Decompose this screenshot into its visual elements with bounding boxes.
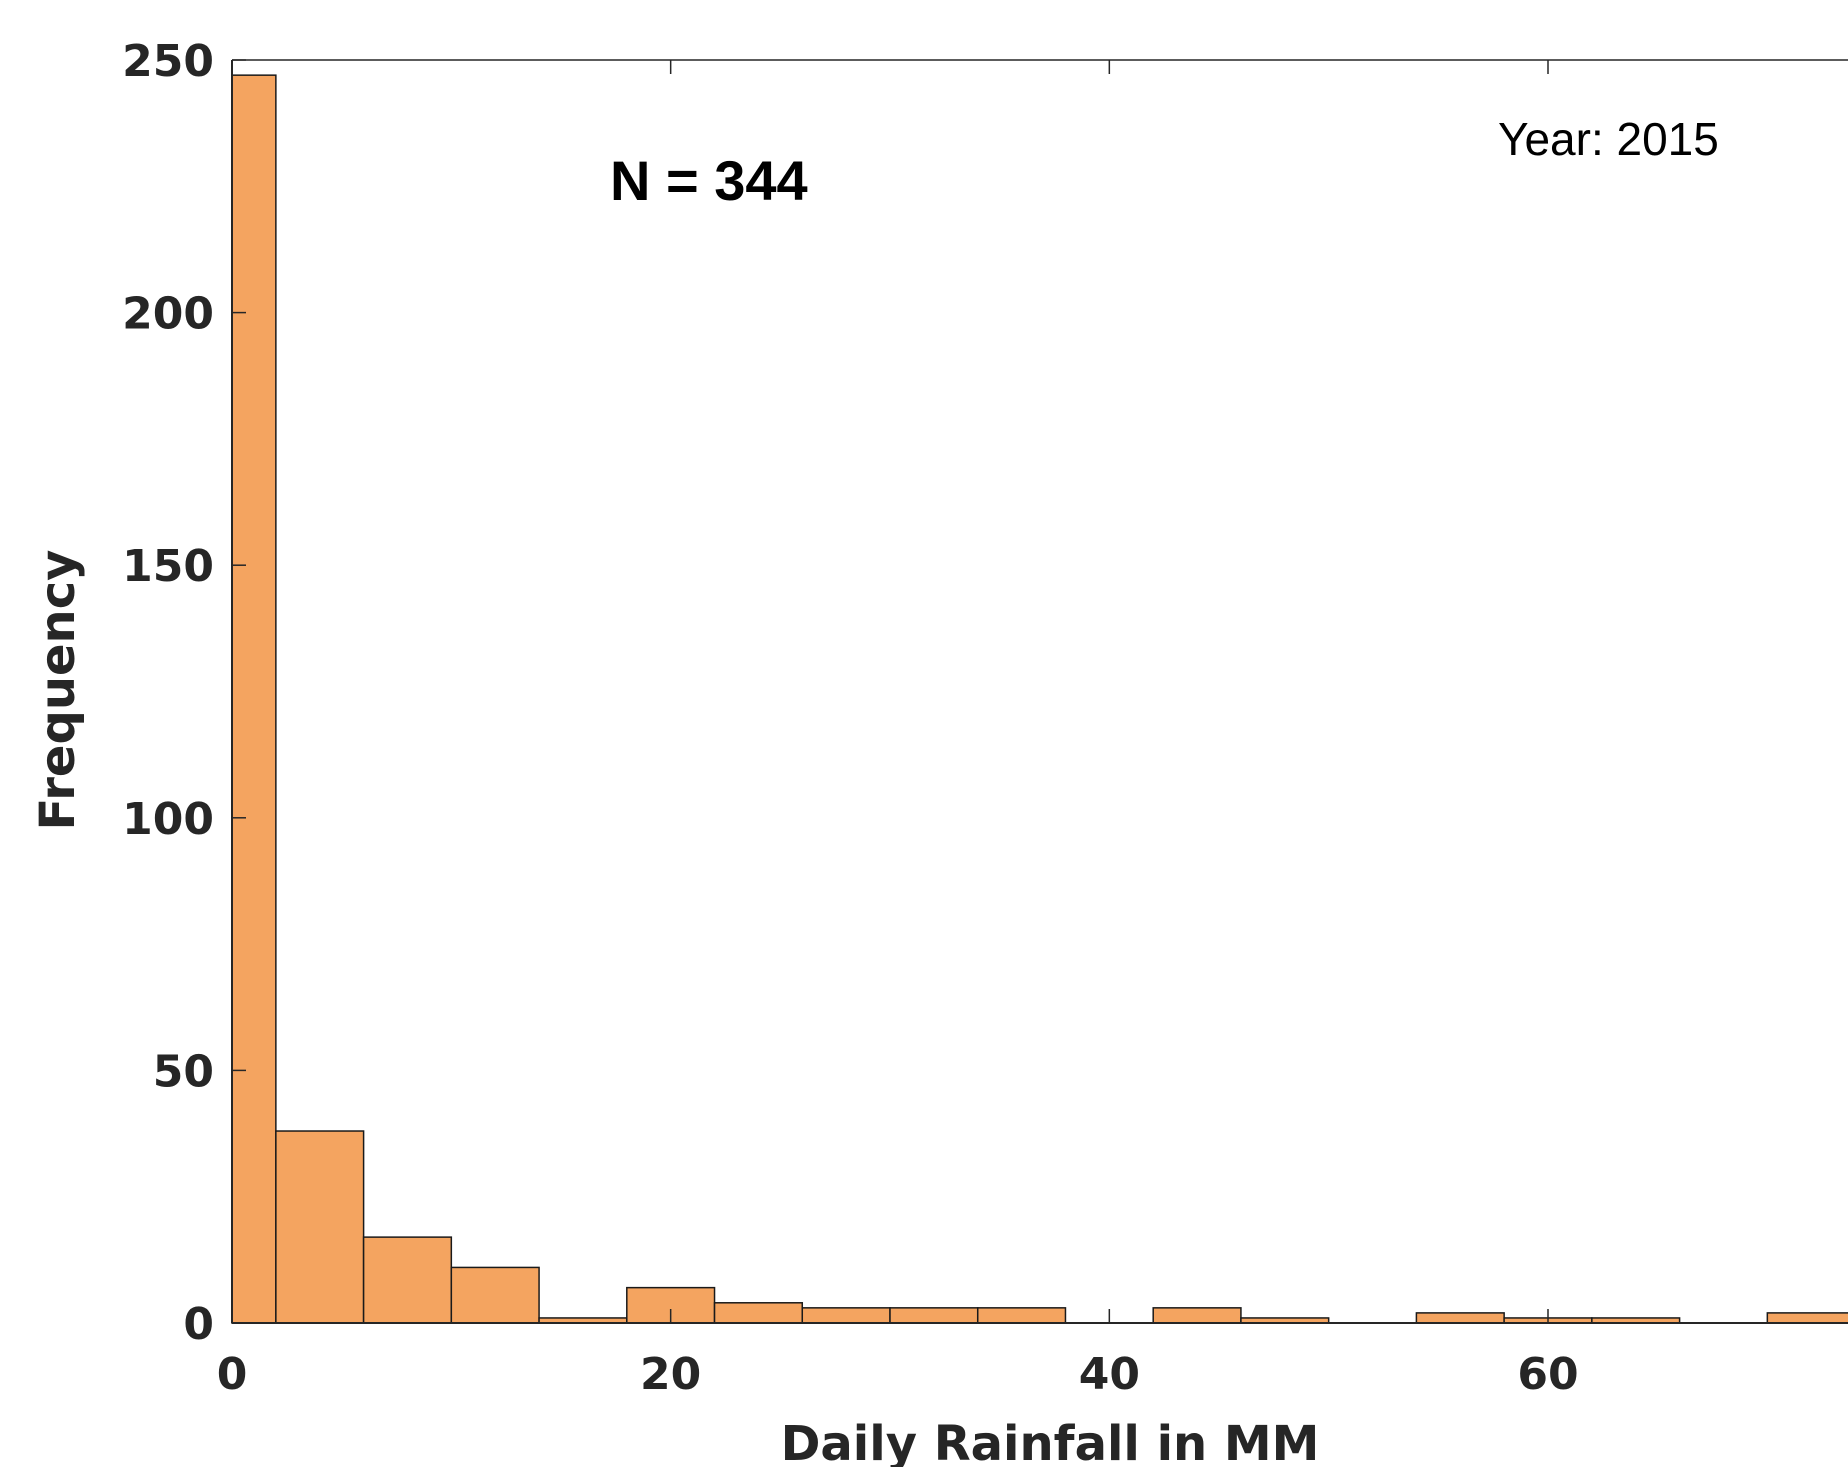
y-tick-label-250: 250	[122, 36, 214, 87]
ticks-group: 0 20 40 60 0 50 100 150 200 250	[122, 36, 1578, 1400]
histogram-bar-8	[889, 1307, 979, 1324]
y-tick-label-100: 100	[122, 794, 214, 845]
histogram-bar-3	[450, 1266, 540, 1324]
year-annotation: Year: 2015	[1498, 113, 1719, 165]
y-tick-label-0: 0	[183, 1299, 214, 1350]
x-tick-label-0: 0	[217, 1349, 248, 1400]
sample-size-annotation: N = 344	[610, 149, 808, 212]
histogram-bar-2	[362, 1236, 453, 1324]
y-axis-title: Frequency	[30, 550, 86, 831]
x-tick-label-60: 60	[1517, 1349, 1578, 1400]
histogram-bar-9	[976, 1307, 1067, 1324]
y-tick-label-150: 150	[122, 541, 214, 592]
histogram-bar-10	[1152, 1307, 1242, 1324]
histogram-bar-1	[275, 1130, 365, 1324]
y-tick-label-200: 200	[122, 289, 214, 340]
x-axis-title: Daily Rainfall in MM	[781, 1416, 1320, 1467]
histogram-bar-12	[1415, 1312, 1505, 1324]
y-tick-label-50: 50	[153, 1046, 214, 1097]
histogram-bar-0	[231, 74, 277, 1324]
histogram-bar-6	[713, 1302, 804, 1324]
histogram-bar-7	[801, 1307, 891, 1324]
axes-group	[231, 59, 1848, 1324]
x-tick-label-40: 40	[1079, 1349, 1140, 1400]
bars-group	[231, 74, 1848, 1324]
x-tick-label-20: 20	[640, 1349, 701, 1400]
histogram-bar-15	[1766, 1312, 1848, 1324]
